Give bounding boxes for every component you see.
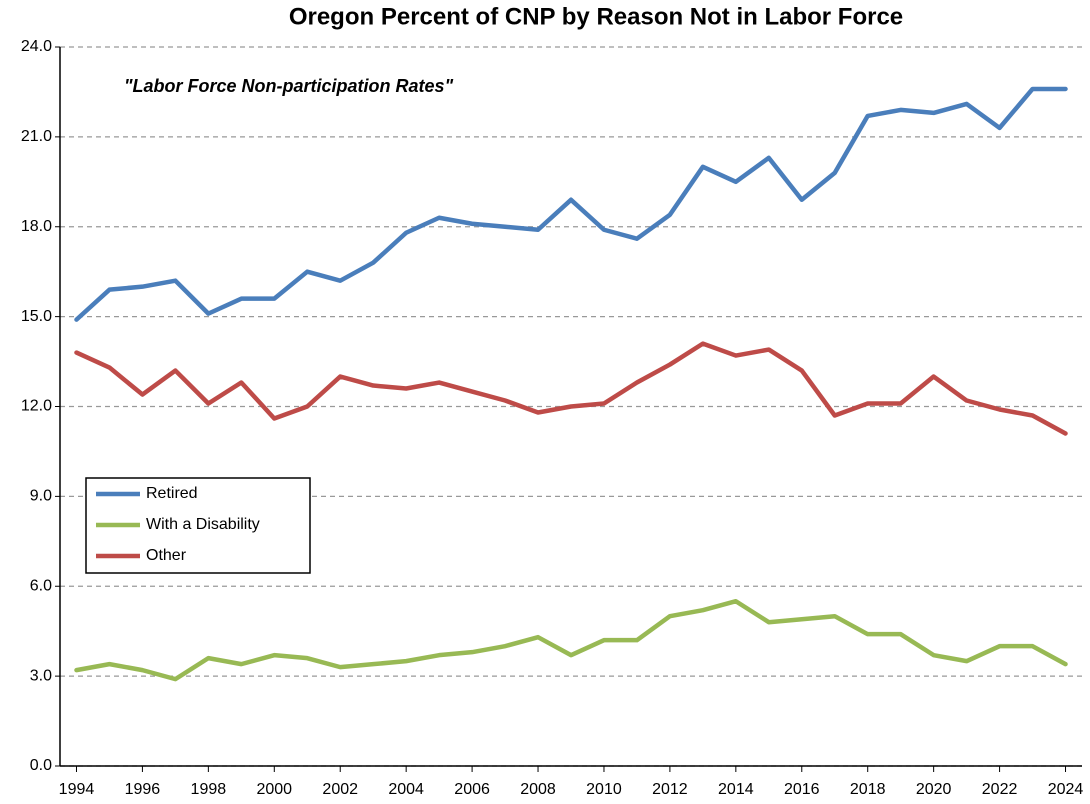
legend: Retired With a Disability Other [85,477,311,574]
y-tick-label: 9.0 [30,488,52,505]
x-tick-label: 1998 [191,781,227,798]
y-tick-label: 21.0 [21,128,52,145]
y-tick-label: 18.0 [21,218,52,235]
x-tick-label: 2010 [586,781,622,798]
line-series [74,598,1068,682]
x-tick-label: 2014 [718,781,754,798]
line-series [74,86,1068,322]
legend-label: With a Disability [146,516,260,533]
x-tick-label: 2004 [388,781,424,798]
x-tick-label: 2012 [652,781,688,798]
chart-title: Oregon Percent of CNP by Reason Not in L… [289,3,903,30]
y-tick-label: 0.0 [30,757,52,774]
x-tick-label: 2018 [850,781,886,798]
y-tick-label: 15.0 [21,308,52,325]
legend-label: Other [146,547,187,564]
x-tick-label: 2000 [256,781,292,798]
y-tick-label: 6.0 [30,577,52,594]
y-tick-label: 3.0 [30,667,52,684]
annotation: "Labor Force Non-participation Rates" [124,76,454,96]
x-tick-label: 2008 [520,781,556,798]
y-tick-label: 24.0 [21,38,52,55]
x-tick-label: 2020 [916,781,952,798]
x-tick-label: 2022 [982,781,1018,798]
x-tick-label: 2006 [454,781,490,798]
x-tick-label: 1996 [125,781,161,798]
legend-label: Retired [146,485,198,502]
x-tick-label: 2024 [1048,781,1084,798]
y-tick-label: 12.0 [21,398,52,415]
x-tick-label: 1994 [59,781,95,798]
x-tick-label: 2016 [784,781,820,798]
line-series [74,341,1068,436]
x-tick-label: 2002 [322,781,358,798]
